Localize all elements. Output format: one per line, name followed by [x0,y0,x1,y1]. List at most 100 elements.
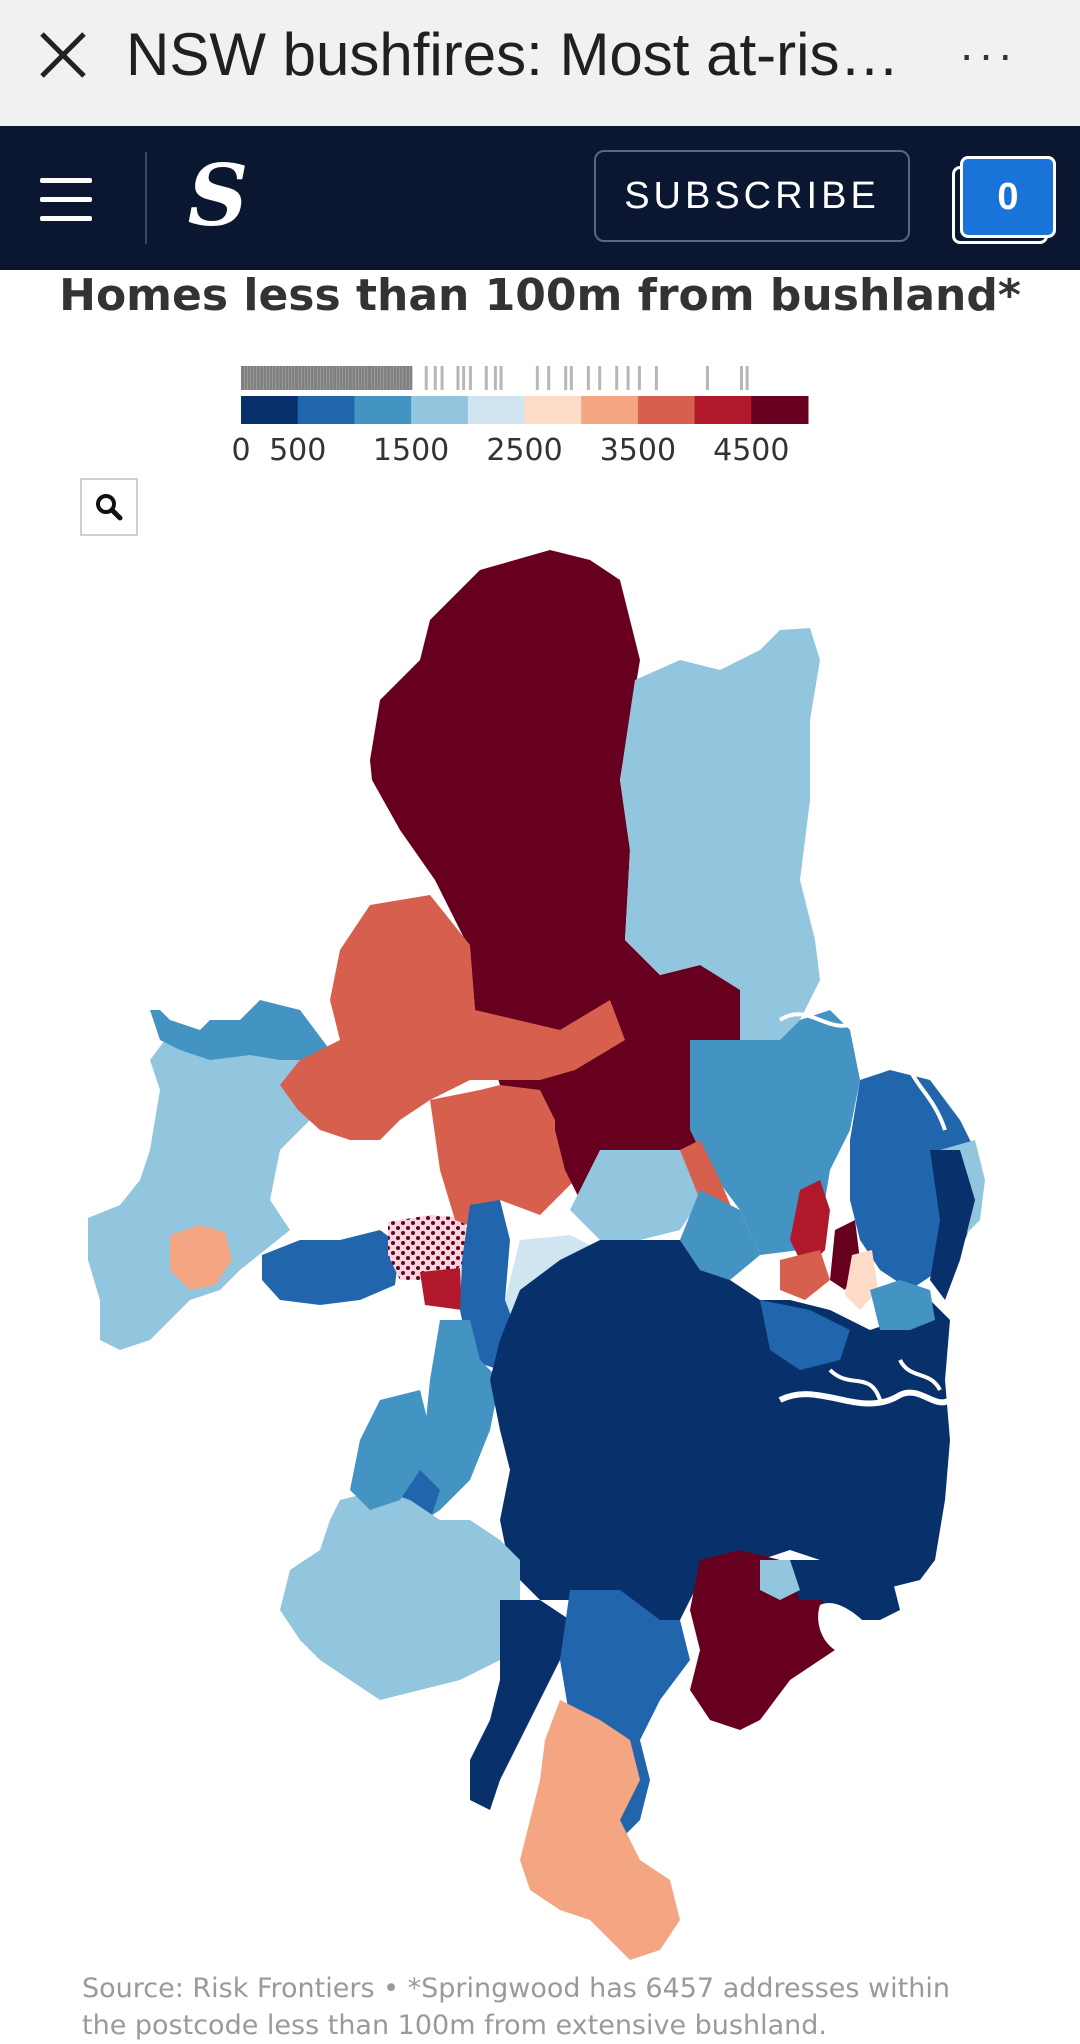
legend-rug-tick [348,366,352,390]
map-search-button[interactable] [80,478,138,536]
legend-rug-tick [320,366,324,390]
legend-rug-tick [326,366,330,390]
legend-rug-tick [336,366,340,390]
region-kuringgai-red[interactable] [790,1180,830,1270]
region-west-salmon[interactable] [170,1225,232,1290]
site-header: S SUBSCRIBE 0 [0,126,1080,270]
legend-color-bins [241,396,809,424]
legend-bin-6 [581,396,639,424]
search-icon [96,494,123,521]
region-central-coast[interactable] [620,628,820,1040]
legend-rug-tick [484,366,488,390]
legend-rug-tick [298,366,302,390]
region-mountains-corridor[interactable] [262,1230,400,1305]
legend-rug-tick [304,366,308,390]
region-kuringgai-pale[interactable] [845,1250,878,1310]
legend-rug-tick [637,366,641,390]
region-springwood[interactable] [388,1215,470,1280]
region-hills-blue[interactable] [680,1190,760,1280]
region-coast-navy[interactable] [930,1150,975,1300]
more-horizontal-icon: ··· [959,28,1017,80]
legend-rug-tick [456,366,460,390]
botany-bay-water [818,1603,880,1651]
legend-rug-tick [569,366,573,390]
legend-rug-tick [256,366,260,390]
region-northshore[interactable] [870,1280,935,1330]
legend-rug-tick [266,366,270,390]
legend-tick-label: 500 [269,433,326,468]
legend-rug-tick [317,366,321,390]
legend-rug-tick [275,366,279,390]
legend-rug-tick [314,366,318,390]
legend-tick-labels: 0 500 1500 2500 3500 4500 [231,433,789,468]
legend-rug-tick [499,366,503,390]
legend-rug-tick [739,366,743,390]
legend-rug-tick [333,366,337,390]
close-button[interactable] [30,22,96,88]
legend-bin-2 [354,396,412,424]
legend-rug-tick [393,366,397,390]
legend-rug-tick [358,366,362,390]
region-penrith-orange[interactable] [430,1085,575,1230]
legend-rug-tick [342,366,346,390]
region-campbelltown-navy[interactable] [470,1600,570,1810]
region-blue-mountains-northwest[interactable] [150,1000,330,1060]
close-icon [40,32,86,78]
region-macarthur-south[interactable] [520,1700,680,1960]
region-wollondilly-blue[interactable] [350,1390,430,1510]
legend-bin-4 [467,396,525,424]
legend-rug-tick [307,366,311,390]
legend-rug-tick [586,366,590,390]
harbour-water-branch [828,1358,942,1401]
legend-bin-8 [694,396,752,424]
legend-rug-tick [380,366,384,390]
legend-rug-tick [288,366,292,390]
saved-articles-counter[interactable]: 0 [950,152,1056,248]
region-cronulla-light[interactable] [760,1560,800,1600]
menu-icon-bar [40,177,92,183]
legend-rug-tick [323,366,327,390]
legend-rug-tick [355,366,359,390]
legend-rug-tick [705,366,709,390]
legend-rug-tick [361,366,365,390]
region-hills-light[interactable] [570,1150,700,1240]
region-kuringgai-orange[interactable] [780,1250,830,1300]
legend-rug-tick [433,366,437,390]
legend-tick-label: 3500 [600,433,676,468]
header-divider [145,152,147,244]
region-lane-cove[interactable] [760,1300,850,1370]
region-hawkesbury-north[interactable] [370,550,755,1225]
legend-rug-tick [564,366,568,390]
choropleth-map[interactable] [0,530,1080,1970]
region-botany-navy[interactable] [780,1560,900,1620]
legend-rug-tick [339,366,343,390]
subscribe-button[interactable]: SUBSCRIBE [594,150,910,242]
legend-tick-label: 0 [231,433,250,468]
more-options-button[interactable]: ··· [950,24,1026,84]
site-logo[interactable]: S [187,146,249,245]
legend-rug-tick [462,366,466,390]
legend-rug-tick [406,366,410,390]
legend-rug-tick [301,366,305,390]
legend-rug-tick [468,366,472,390]
region-campbelltown-blue[interactable] [560,1590,690,1840]
hamburger-menu-button[interactable] [40,166,106,232]
legend-histogram-ticks [241,366,749,390]
legend-rug-tick [250,366,254,390]
region-hawkesbury-west[interactable] [280,895,625,1140]
legend-bin-1 [297,396,355,424]
legend-rug-tick [285,366,289,390]
legend-rug-tick [396,366,400,390]
legend-rug-tick [329,366,333,390]
legend-rug-tick [352,366,356,390]
region-camden-light[interactable] [280,1490,520,1700]
region-blue-mountains-west[interactable] [88,1025,340,1350]
legend-rug-tick [272,366,276,390]
legend-rug-tick [402,366,406,390]
legend-rug-tick [440,366,444,390]
region-small-red[interactable] [420,1268,462,1310]
legend-rug-tick [615,366,619,390]
legend-tick-label: 2500 [486,433,562,468]
legend-rug-tick [260,366,264,390]
hawkesbury-river [778,1012,947,1131]
